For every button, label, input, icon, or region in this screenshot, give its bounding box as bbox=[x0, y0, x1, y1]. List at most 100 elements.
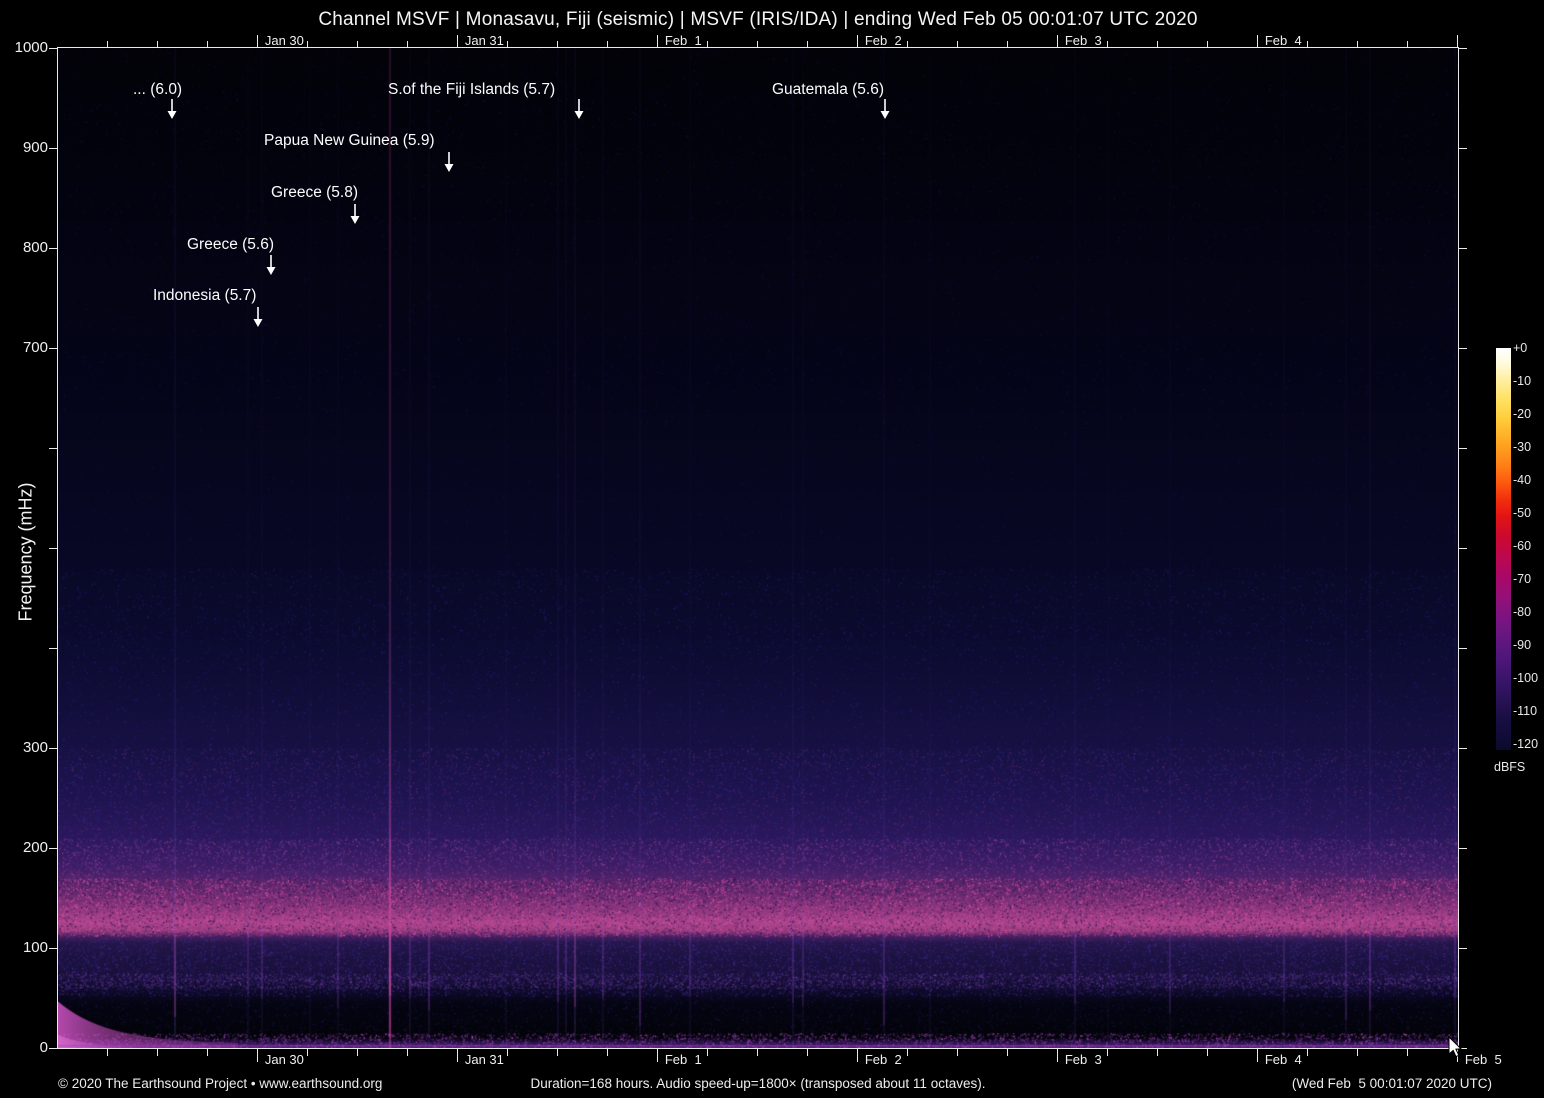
x-day-label: Feb 1 bbox=[664, 33, 702, 48]
x-major-tick bbox=[857, 35, 859, 48]
y-tick bbox=[49, 1047, 57, 1049]
x-minor-tick bbox=[1307, 1049, 1309, 1056]
x-minor-tick bbox=[1407, 41, 1409, 48]
x-minor-tick bbox=[357, 41, 359, 48]
earthquake-annotation: ... (6.0) bbox=[133, 81, 183, 98]
x-minor-tick bbox=[1107, 1049, 1109, 1056]
y-tick bbox=[49, 147, 57, 149]
down-arrow-icon bbox=[266, 255, 276, 275]
x-minor-tick bbox=[1007, 41, 1009, 48]
page-title: Channel MSVF | Monasavu, Fiji (seismic) … bbox=[318, 9, 1198, 30]
x-major-tick bbox=[1257, 1049, 1259, 1062]
x-minor-tick bbox=[1157, 41, 1159, 48]
earthquake-annotation: Guatemala (5.6) bbox=[772, 81, 884, 98]
y-tick bbox=[1459, 947, 1467, 949]
y-tick-label: 800 bbox=[22, 239, 48, 256]
x-minor-tick bbox=[1007, 1049, 1009, 1056]
colorbar-tick-label: -90 bbox=[1513, 638, 1532, 652]
colorbar-tick-label: -40 bbox=[1513, 473, 1532, 487]
x-minor-tick bbox=[1407, 1049, 1409, 1056]
y-tick bbox=[1459, 47, 1467, 49]
x-minor-tick bbox=[907, 41, 909, 48]
x-day-label: Feb 3 bbox=[1064, 33, 1102, 48]
colorbar-tick-label: -120 bbox=[1513, 737, 1539, 751]
x-minor-tick bbox=[407, 1049, 409, 1056]
y-tick bbox=[49, 447, 57, 449]
colorbar-tick-label: -100 bbox=[1513, 671, 1539, 685]
y-tick-label: 1000 bbox=[14, 39, 48, 56]
x-minor-tick bbox=[157, 1049, 159, 1056]
colorbar-tick-label: -20 bbox=[1513, 407, 1532, 421]
y-tick-label: 0 bbox=[39, 1039, 48, 1056]
mouse-cursor-icon bbox=[1448, 1036, 1463, 1058]
spectrogram-canvas bbox=[58, 48, 1458, 1048]
x-axis-top-line bbox=[58, 47, 1459, 48]
x-day-label: Feb 2 bbox=[864, 1052, 902, 1067]
colorbar-tick-label: -70 bbox=[1513, 572, 1532, 586]
x-minor-tick bbox=[957, 1049, 959, 1056]
x-minor-tick bbox=[807, 41, 809, 48]
x-day-label: Jan 30 bbox=[264, 1052, 304, 1067]
x-minor-tick bbox=[557, 41, 559, 48]
x-day-label: Feb 3 bbox=[1064, 1052, 1102, 1067]
colorbar-tick-label: -80 bbox=[1513, 605, 1532, 619]
y-tick bbox=[49, 847, 57, 849]
x-minor-tick bbox=[1307, 41, 1309, 48]
y-tick bbox=[49, 347, 57, 349]
x-minor-tick bbox=[957, 41, 959, 48]
earthquake-annotation: S.of the Fiji Islands (5.7) bbox=[388, 81, 556, 98]
x-minor-tick bbox=[507, 1049, 509, 1056]
x-minor-tick bbox=[507, 41, 509, 48]
y-tick bbox=[1459, 347, 1467, 349]
x-minor-tick bbox=[1207, 41, 1209, 48]
x-major-tick bbox=[857, 1049, 859, 1062]
x-minor-tick bbox=[907, 1049, 909, 1056]
colorbar-tick-label: -60 bbox=[1513, 539, 1532, 553]
y-tick bbox=[1459, 747, 1467, 749]
x-minor-tick bbox=[1207, 1049, 1209, 1056]
y-axis-title: Frequency (mHz) bbox=[15, 482, 36, 622]
y-tick bbox=[1459, 247, 1467, 249]
x-major-tick bbox=[257, 1049, 259, 1062]
x-minor-tick bbox=[807, 1049, 809, 1056]
y-tick bbox=[1459, 547, 1467, 549]
x-major-tick bbox=[1457, 35, 1459, 48]
x-minor-tick bbox=[757, 1049, 759, 1056]
x-minor-tick bbox=[557, 1049, 559, 1056]
earthquake-annotation: Papua New Guinea (5.9) bbox=[264, 132, 435, 149]
y-tick-label: 300 bbox=[22, 739, 48, 756]
x-major-tick bbox=[257, 35, 259, 48]
x-day-label: Jan 31 bbox=[464, 33, 504, 48]
down-arrow-icon bbox=[350, 204, 360, 224]
y-tick-label: 900 bbox=[22, 139, 48, 156]
earthquake-annotation: Greece (5.6) bbox=[187, 236, 275, 253]
x-axis-bottom-line bbox=[58, 1048, 1459, 1049]
x-minor-tick bbox=[307, 1049, 309, 1056]
earthquake-annotation: Indonesia (5.7) bbox=[153, 287, 257, 304]
colorbar-gradient bbox=[1496, 348, 1511, 750]
x-major-tick bbox=[1057, 1049, 1059, 1062]
x-day-label: Jan 30 bbox=[264, 33, 304, 48]
y-tick bbox=[49, 747, 57, 749]
colorbar-unit-label: dBFS bbox=[1494, 760, 1526, 774]
footer-copyright: © 2020 The Earthsound Project • www.eart… bbox=[58, 1076, 383, 1091]
x-day-label: Feb 2 bbox=[864, 33, 902, 48]
x-minor-tick bbox=[307, 41, 309, 48]
y-tick bbox=[49, 547, 57, 549]
x-minor-tick bbox=[157, 41, 159, 48]
y-tick-label: 200 bbox=[22, 839, 48, 856]
y-tick bbox=[49, 647, 57, 649]
x-minor-tick bbox=[1357, 41, 1359, 48]
y-tick bbox=[49, 47, 57, 49]
down-arrow-icon bbox=[167, 99, 177, 119]
x-major-tick bbox=[657, 1049, 659, 1062]
y-tick-label: 700 bbox=[22, 339, 48, 356]
x-major-tick bbox=[657, 35, 659, 48]
x-day-label: Feb 5 bbox=[1464, 1052, 1502, 1067]
footer-timestamp: (Wed Feb 5 00:01:07 2020 UTC) bbox=[1291, 1076, 1492, 1091]
x-day-label: Feb 4 bbox=[1264, 1052, 1302, 1067]
down-arrow-icon bbox=[574, 99, 584, 119]
x-major-tick bbox=[457, 1049, 459, 1062]
y-axis-right-line bbox=[1458, 47, 1459, 1049]
